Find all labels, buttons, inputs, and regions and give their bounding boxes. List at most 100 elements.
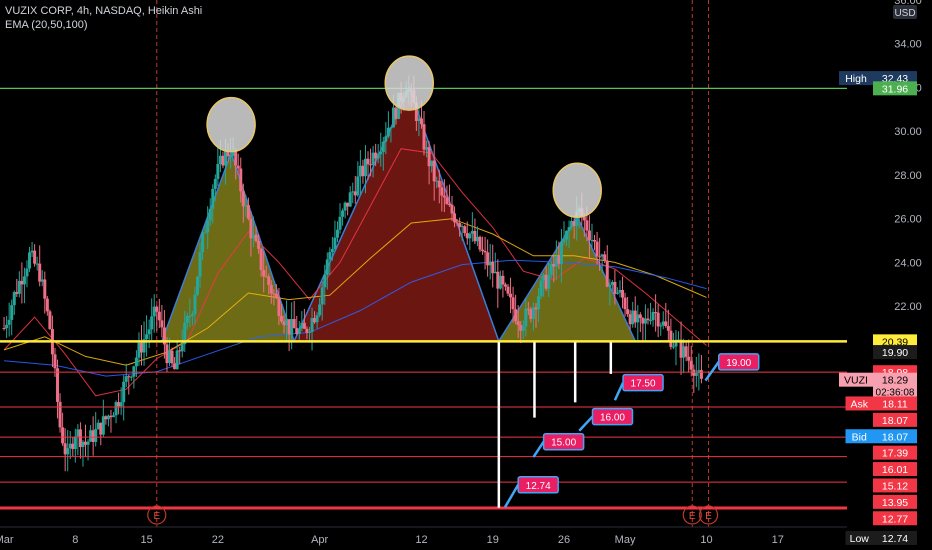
currency-label: USD xyxy=(894,8,915,19)
candle-body xyxy=(542,274,546,281)
candle-body xyxy=(394,107,398,119)
candle-body xyxy=(582,216,586,221)
candle-body xyxy=(313,318,317,323)
candle-body xyxy=(132,366,136,377)
candle-body xyxy=(264,276,268,278)
candle-body xyxy=(425,147,429,150)
candle-body xyxy=(516,321,520,326)
candle-body xyxy=(661,321,665,326)
candle-body xyxy=(358,165,362,177)
candle-body xyxy=(445,197,449,205)
candle-body xyxy=(699,370,703,379)
candle-body xyxy=(96,422,100,430)
candle-body xyxy=(269,285,273,294)
candle-body xyxy=(190,314,194,316)
candle-body xyxy=(692,369,696,376)
earnings-label: E xyxy=(153,511,160,522)
candle-body xyxy=(257,240,261,249)
candle-body xyxy=(63,443,67,455)
candle-body xyxy=(506,286,510,294)
earnings-marker[interactable]: E xyxy=(698,505,719,525)
candle-body xyxy=(99,422,103,435)
candle-body xyxy=(659,325,663,327)
candle-body xyxy=(654,312,658,314)
candle-body xyxy=(178,350,182,352)
candle-body xyxy=(374,152,378,159)
candle-body xyxy=(259,248,263,270)
y-tick-label: 28.00 xyxy=(894,170,922,182)
candle-body xyxy=(621,289,625,298)
candle-body xyxy=(537,296,541,310)
candle-body xyxy=(30,250,34,253)
candle-body xyxy=(251,234,255,239)
candle-body xyxy=(447,204,451,206)
candle-body xyxy=(572,220,576,227)
price-tag-value: 19.90 xyxy=(882,347,908,359)
candle-body xyxy=(234,151,238,166)
candle-body xyxy=(109,415,113,418)
earnings-marker[interactable]: E xyxy=(147,505,167,525)
candle-body xyxy=(333,237,337,249)
candle-body xyxy=(318,304,322,316)
candle-body xyxy=(529,309,533,319)
candle-body xyxy=(361,165,365,177)
price-tag-value: 17.39 xyxy=(882,448,908,460)
candle-body xyxy=(531,307,535,319)
candle-body xyxy=(481,249,485,251)
candle-body xyxy=(160,320,164,328)
candle-body xyxy=(638,314,642,319)
candle-body xyxy=(101,416,105,435)
candle-body xyxy=(94,429,98,442)
candle-body xyxy=(86,441,90,445)
candle-body xyxy=(381,141,385,152)
price-tag-value: 18.11 xyxy=(882,398,908,410)
candle-body xyxy=(244,205,248,207)
callout-label: 17.50 xyxy=(631,379,656,390)
candle-body xyxy=(117,402,121,407)
x-tick-label: 8 xyxy=(72,534,78,546)
candle-body xyxy=(17,280,21,294)
candle-body xyxy=(521,326,525,331)
candle-body xyxy=(610,281,614,285)
candle-body xyxy=(430,160,434,167)
price-tag-bg xyxy=(873,478,917,493)
candle-body xyxy=(590,239,594,241)
earnings-marker[interactable]: E xyxy=(682,505,702,525)
candle-body xyxy=(575,211,579,227)
candle-body xyxy=(10,305,14,320)
candle-body xyxy=(127,376,131,378)
candle-body xyxy=(203,232,207,234)
candle-body xyxy=(68,443,72,449)
candle-body xyxy=(643,318,647,324)
candle-body xyxy=(129,376,133,378)
candle-body xyxy=(185,316,189,323)
candle-body xyxy=(208,208,212,221)
candle-body xyxy=(478,236,482,250)
candle-body xyxy=(493,271,497,274)
chart-legend: VUZIX CORP, 4h, NASDAQ, Heikin Ashi EMA … xyxy=(5,4,202,32)
candle-body xyxy=(66,448,70,455)
candle-body xyxy=(651,312,655,321)
price-tag-countdown: 02:36:08 xyxy=(876,388,915,399)
candle-body xyxy=(613,281,617,294)
callout-pointer xyxy=(532,441,545,458)
candle-body xyxy=(631,310,635,325)
callout-label: 19.00 xyxy=(726,358,751,369)
candle-body xyxy=(539,280,543,297)
price-tag-bg xyxy=(873,345,917,360)
candle-body xyxy=(682,346,686,358)
price-tag-bg xyxy=(873,412,917,427)
candle-body xyxy=(384,136,388,142)
candle-body xyxy=(511,297,515,310)
candle-body xyxy=(419,118,423,125)
callout-pointer xyxy=(578,415,594,432)
callout-pointer xyxy=(613,382,625,401)
candle-body xyxy=(649,320,653,322)
candle-body xyxy=(155,306,159,312)
candle-body xyxy=(38,263,42,282)
candle-body xyxy=(669,330,673,347)
candle-body xyxy=(12,292,16,306)
x-tick-label: 17 xyxy=(772,534,784,546)
callout-box xyxy=(622,373,664,392)
